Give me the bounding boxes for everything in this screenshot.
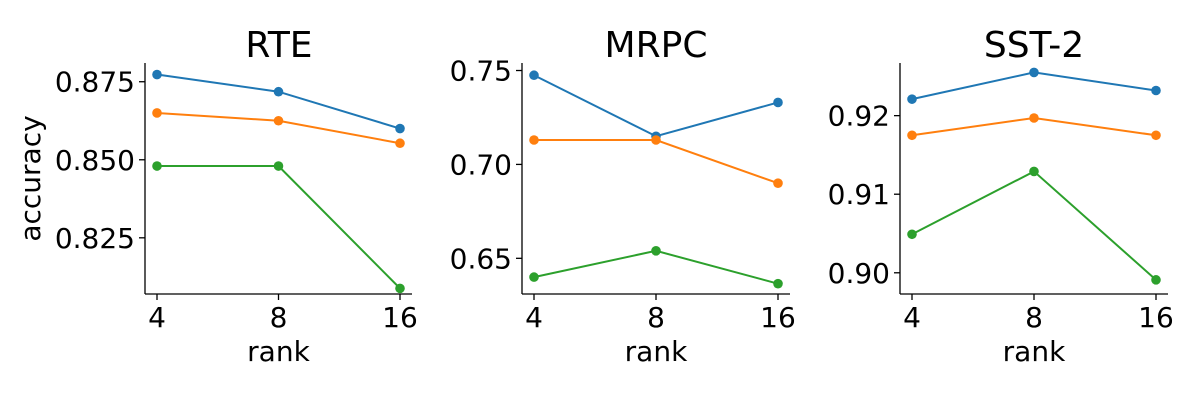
- y-tick-label: 0.825: [55, 222, 135, 255]
- data-point: [529, 272, 539, 282]
- series-line-3: [157, 165, 401, 290]
- series-line-2: [534, 139, 779, 185]
- chart-title: SST-2: [984, 25, 1084, 66]
- y-tick-label: 0.75: [450, 55, 512, 88]
- x-tick-label: 4: [903, 301, 921, 334]
- data-point: [1029, 166, 1039, 177]
- data-point: [273, 86, 284, 97]
- data-point: [152, 108, 162, 118]
- y-tick-label: 0.850: [55, 144, 135, 177]
- x-tick-label: 4: [148, 301, 166, 334]
- series-line-1: [533, 74, 779, 138]
- data-point: [651, 246, 661, 256]
- y-tick-label: 0.90: [828, 257, 890, 290]
- x-tick-label: 8: [270, 301, 288, 334]
- chart-panel-mrpc: MRPC 0.65 0.70 0.75 4 8 16 rank: [450, 25, 796, 368]
- x-tick-label: 16: [382, 301, 418, 334]
- data-point: [273, 115, 284, 126]
- x-axis-label: rank: [1003, 335, 1066, 368]
- data-point: [152, 69, 162, 80]
- x-tick-label: 16: [760, 301, 796, 334]
- data-point: [273, 161, 284, 171]
- x-tick-label: 8: [647, 301, 665, 334]
- data-point: [1029, 67, 1039, 78]
- data-point: [1151, 130, 1161, 141]
- data-point: [1151, 275, 1161, 285]
- data-point: [152, 161, 162, 171]
- data-point: [773, 178, 783, 188]
- y-tick-label: 0.875: [55, 66, 135, 99]
- x-tick-label: 4: [525, 301, 543, 334]
- x-tick-label: 16: [1138, 301, 1174, 334]
- x-axis-label: rank: [625, 335, 688, 368]
- chart-panel-rte: RTE 0.825 0.850 0.875 4 8 16 rank accuracy: [14, 25, 418, 368]
- data-point: [395, 138, 405, 149]
- data-point: [395, 123, 405, 134]
- y-tick-label: 0.92: [828, 100, 890, 133]
- series-line-3: [911, 170, 1157, 281]
- chart-panel-sst-2: SST-2 0.90 0.91 0.92 4 8 16 rank: [828, 25, 1174, 368]
- y-tick-label: 0.70: [450, 148, 512, 181]
- series-line-3: [533, 249, 779, 285]
- data-point: [529, 70, 539, 81]
- chart-panels: RTE 0.825 0.850 0.875 4 8 16 rank accuracy MRPC 0.…: [14, 25, 1174, 368]
- y-tick-label: 0.91: [828, 178, 890, 211]
- data-point: [907, 130, 917, 141]
- x-tick-label: 8: [1025, 301, 1043, 334]
- chart-title: RTE: [245, 25, 312, 66]
- data-point: [907, 229, 917, 240]
- chart-title: MRPC: [605, 25, 708, 66]
- data-point: [1029, 113, 1039, 123]
- x-axis-label: rank: [247, 335, 310, 368]
- data-point: [773, 97, 783, 108]
- data-point: [651, 135, 661, 145]
- y-tick-label: 0.65: [450, 242, 512, 275]
- data-point: [773, 278, 783, 289]
- data-point: [395, 283, 405, 294]
- data-point: [907, 94, 917, 104]
- data-point: [529, 135, 539, 145]
- data-point: [1151, 85, 1161, 96]
- y-axis-label: accuracy: [14, 115, 47, 241]
